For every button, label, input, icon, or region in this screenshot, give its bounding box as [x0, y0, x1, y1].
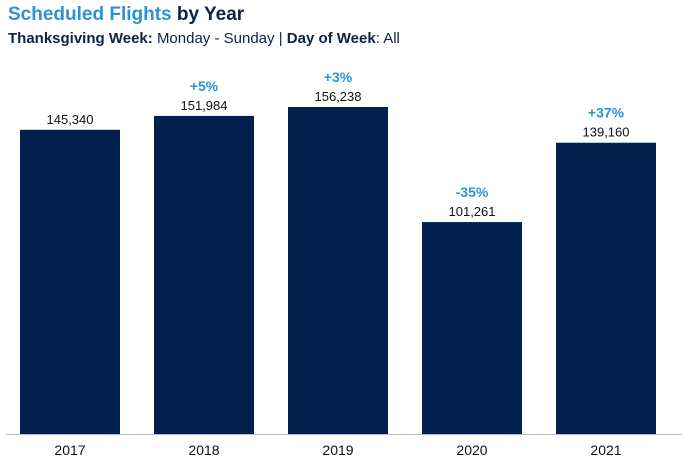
x-tick-label-2021: 2021: [590, 442, 621, 458]
bar-2017: [20, 129, 120, 434]
bar-2018: [154, 115, 254, 435]
subtitle-label-day: Day of Week: [286, 30, 376, 47]
subtitle-label-week: Thanksgiving Week:: [8, 30, 153, 47]
subtitle-value-day: : All: [375, 30, 400, 47]
subtitle-separator: |: [278, 30, 283, 47]
title-rest: by Year: [176, 4, 245, 25]
value-label-2020: 101,261: [449, 204, 496, 219]
change-label-2021: +37%: [588, 105, 625, 121]
value-label-2021: 139,160: [583, 125, 630, 140]
value-label-2018: 151,984: [181, 98, 228, 113]
bar-2021: [556, 142, 656, 434]
value-label-2019: 156,238: [315, 89, 362, 104]
x-tick-label-2018: 2018: [188, 442, 219, 458]
title-accent: Scheduled Flights: [8, 4, 172, 25]
x-tick-label-2020: 2020: [456, 442, 487, 458]
bar-2019: [288, 107, 388, 434]
x-tick-label-2017: 2017: [54, 442, 85, 458]
change-label-2020: -35%: [456, 184, 489, 200]
change-label-2018: +5%: [190, 78, 219, 94]
value-label-2017: 145,340: [47, 112, 94, 127]
x-tick-label-2019: 2019: [322, 442, 353, 458]
bar-2020: [422, 222, 522, 434]
chart-subtitle: Thanksgiving Week: Monday - Sunday | Day…: [8, 30, 400, 47]
chart-title: Scheduled Flights by Year: [8, 4, 244, 26]
change-label-2019: +3%: [324, 69, 353, 85]
subtitle-value-week: Monday - Sunday: [156, 30, 275, 47]
